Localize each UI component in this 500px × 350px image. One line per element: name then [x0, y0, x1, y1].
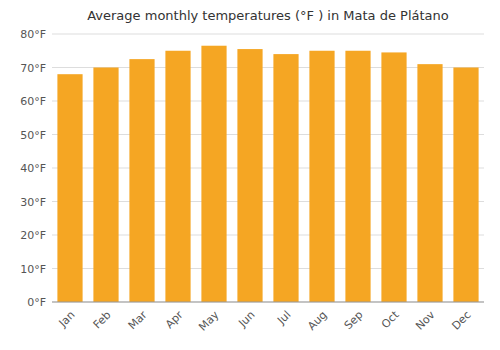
y-tick-label: 50°F — [20, 129, 46, 142]
bar — [381, 52, 406, 302]
x-axis: Jan Feb Mar Apr May Jun Jul Aug Sep Oct Nov Dec — [56, 308, 474, 334]
x-tick-label: Jan — [56, 308, 78, 330]
x-tick-label: Aug — [305, 308, 329, 332]
bars — [57, 46, 478, 302]
x-tick-label: Dec — [449, 308, 473, 332]
y-tick-label: 20°F — [20, 229, 46, 242]
y-tick-label: 0°F — [27, 296, 46, 309]
y-tick-label: 80°F — [20, 28, 46, 41]
x-tick-label: Feb — [91, 308, 114, 331]
grid-line — [52, 302, 484, 303]
y-axis: 0°F 10°F 20°F 30°F 40°F 50°F 60°F 70°F 80°F — [20, 28, 484, 309]
bar — [93, 68, 118, 303]
y-tick-label: 40°F — [20, 162, 46, 175]
bar — [453, 68, 478, 303]
bar — [165, 51, 190, 302]
y-tick-label: 30°F — [20, 196, 46, 209]
x-tick-label: Jul — [274, 308, 293, 327]
y-tick-label: 10°F — [20, 263, 46, 276]
bar — [237, 49, 262, 302]
bar — [129, 59, 154, 302]
bar — [57, 74, 82, 302]
bar — [273, 54, 298, 302]
x-tick-label: May — [196, 308, 222, 334]
y-tick-label: 60°F — [20, 95, 46, 108]
x-tick-label: Nov — [413, 308, 438, 333]
chart-svg: Average monthly temperatures (°F ) in Ma… — [0, 0, 500, 350]
grid-line — [52, 34, 484, 35]
y-tick-label: 70°F — [20, 62, 46, 75]
x-tick-label: Sep — [342, 308, 366, 332]
x-tick-label: Apr — [163, 308, 186, 331]
x-axis-line — [52, 302, 484, 303]
bar — [309, 51, 334, 302]
x-tick-label: Jun — [236, 308, 258, 330]
x-tick-label: Mar — [126, 308, 150, 332]
chart-title: Average monthly temperatures (°F ) in Ma… — [87, 8, 449, 23]
bar — [345, 51, 370, 302]
bar — [201, 46, 226, 302]
chart-container: Average monthly temperatures (°F ) in Ma… — [0, 0, 500, 350]
x-tick-label: Oct — [379, 308, 402, 331]
bar — [417, 64, 442, 302]
